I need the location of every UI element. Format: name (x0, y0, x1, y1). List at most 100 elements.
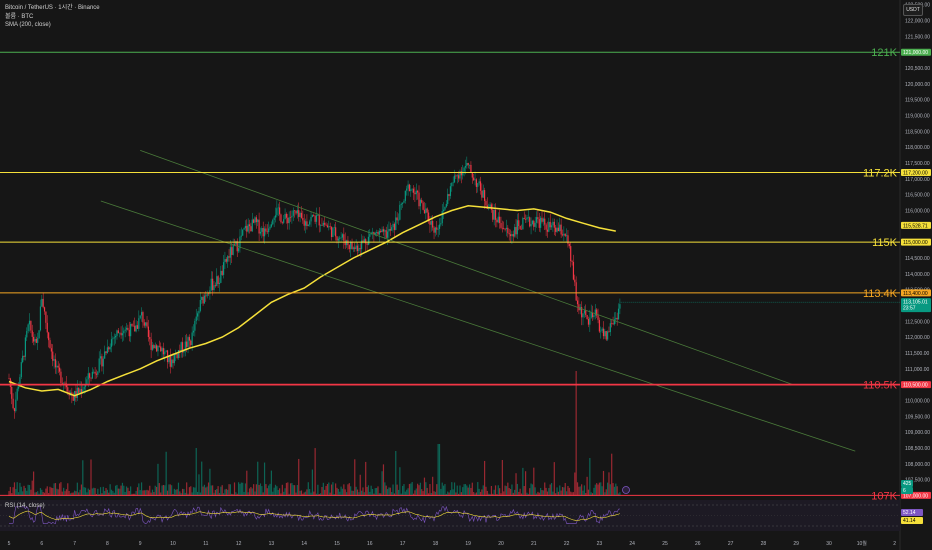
volume-bar (139, 490, 141, 496)
symbol-title[interactable]: Bitcoin / TetherUS · 1시간 · Binance (5, 5, 100, 11)
volume-bar (427, 493, 430, 496)
candle-body (228, 256, 230, 258)
volume-bar (173, 488, 175, 496)
candle-body (343, 234, 345, 241)
volume-bar (422, 491, 424, 496)
event-marker-icon[interactable] (622, 486, 630, 494)
candle-body (192, 330, 195, 333)
price-level-label: 115K (872, 237, 898, 249)
candle-body (164, 351, 166, 355)
candle-body (317, 215, 319, 216)
volume-bar (488, 493, 490, 496)
volume-bar (479, 491, 482, 496)
volume-bar (572, 492, 575, 496)
volume-bar (404, 491, 406, 496)
channel-trendline[interactable] (100, 200, 856, 452)
volume-bar (82, 460, 84, 496)
candle-body (79, 389, 81, 393)
candle-body (197, 313, 199, 317)
candle-body (415, 190, 417, 195)
candle-body (412, 188, 415, 193)
volume-bar (158, 483, 160, 496)
volume-bar (76, 482, 78, 496)
candle-body (359, 248, 361, 250)
volume-bar (231, 493, 233, 496)
candle-body (354, 247, 356, 250)
candle-body (347, 240, 349, 246)
candle-body (298, 210, 300, 217)
candle-body (39, 306, 42, 331)
candle-body (212, 278, 214, 291)
price-axis-label: 112,500.00 (905, 319, 930, 325)
volume-bar (43, 492, 46, 496)
volume-bar (285, 482, 288, 496)
time-axis-label: 10 (170, 541, 176, 547)
candle-body (463, 167, 465, 172)
volume-bar (74, 490, 76, 496)
volume-bar (287, 482, 289, 496)
volume-bar (582, 490, 584, 496)
candle-body (199, 299, 201, 311)
candle-body (526, 217, 528, 220)
volume-bar (385, 485, 387, 496)
rsi-indicator-label[interactable]: RSI (14, close) (5, 503, 45, 509)
candle-body (72, 395, 74, 401)
volume-bar (591, 493, 594, 496)
candle-body (462, 171, 464, 176)
candle-body (533, 220, 535, 227)
candle-body (597, 315, 599, 320)
volume-bar (340, 486, 342, 496)
volume-bar (117, 488, 119, 496)
candle-body (160, 346, 162, 352)
candle-body (522, 218, 524, 230)
candle-countdown: 23:57 (903, 306, 916, 312)
candle-body (165, 350, 167, 352)
candle-body (158, 345, 160, 347)
volume-bar (373, 493, 375, 496)
candle-body (466, 162, 468, 167)
volume-bar (291, 482, 293, 496)
candle-body (399, 204, 401, 220)
volume-bar (393, 493, 395, 496)
currency-button[interactable]: USDT (903, 4, 923, 16)
volume-bar (438, 444, 441, 496)
volume-bar (184, 492, 186, 496)
volume-bar (259, 483, 262, 496)
volume-bar (579, 486, 581, 496)
candle-body (548, 221, 550, 232)
candle-body (448, 194, 450, 196)
volume-bar (94, 488, 96, 496)
volume-bar (575, 371, 577, 496)
candle-body (218, 282, 221, 285)
volume-bar (229, 484, 231, 496)
volume-bar (337, 489, 339, 496)
candle-body (310, 216, 312, 222)
candle-body (254, 217, 256, 223)
time-axis-label: 10월 (857, 540, 868, 547)
volume-indicator-label[interactable]: 볼륨 · BTC (5, 13, 34, 20)
candle-body (224, 259, 226, 263)
volume-bar (17, 492, 20, 496)
volume-bar (71, 492, 73, 496)
candle-body (335, 227, 337, 237)
volume-bar (559, 485, 561, 496)
volume-bar (19, 482, 21, 496)
candle-body (612, 323, 614, 325)
volume-bar (153, 491, 155, 496)
time-axis-label: 9 (139, 541, 142, 547)
candle-body (238, 248, 240, 252)
volume-bar (369, 491, 371, 496)
candle-body (221, 270, 223, 275)
channel-trendline[interactable] (140, 149, 794, 385)
sma-indicator-label[interactable]: SMA (200, close) (5, 22, 51, 28)
volume-bar (596, 483, 598, 496)
volume-bar (69, 493, 72, 496)
candle-body (176, 354, 178, 358)
candle-body (206, 293, 208, 297)
price-level-badge-text: 121,000.00 (903, 50, 928, 56)
candle-body (566, 235, 568, 237)
candle-body (564, 233, 566, 237)
candle-body (213, 285, 215, 291)
volume-bar (46, 486, 48, 496)
